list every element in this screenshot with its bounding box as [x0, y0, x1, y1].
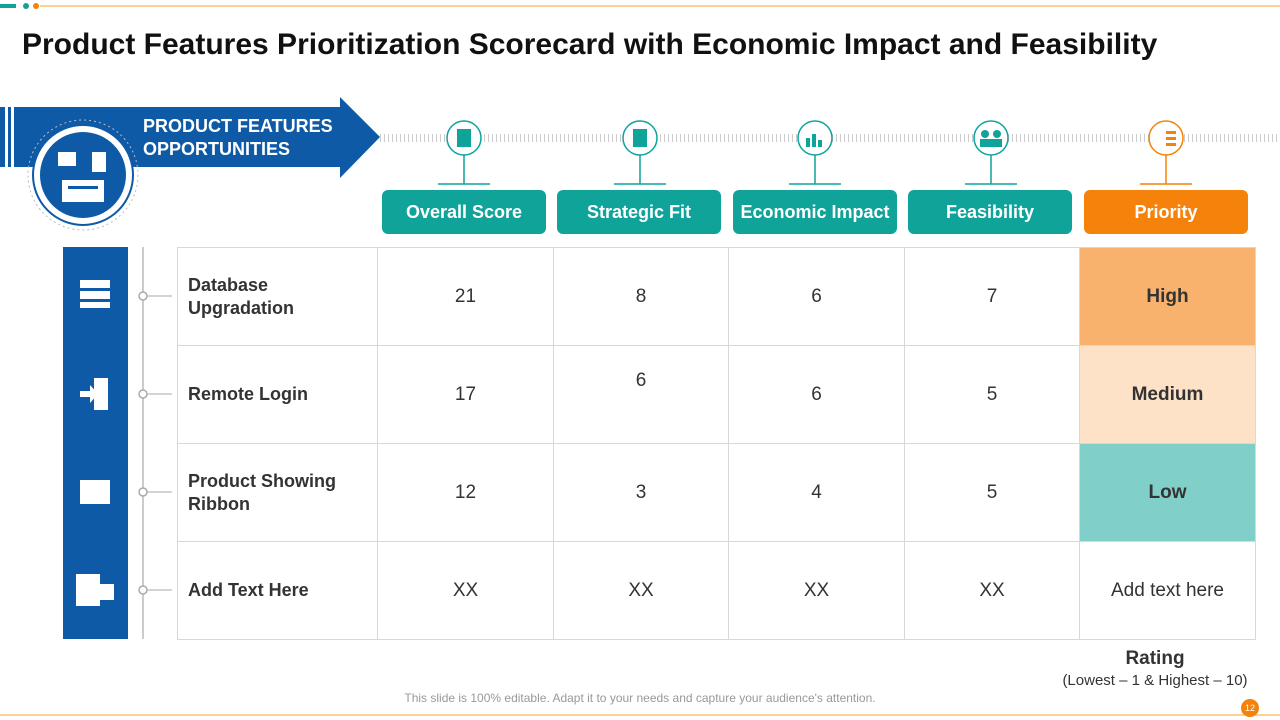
- cell-text: High: [1146, 285, 1189, 307]
- column-header: Economic Impact: [733, 190, 897, 234]
- cell-text: Database Upgradation: [188, 274, 294, 318]
- title: Product Features Prioritization Scorecar…: [22, 28, 1158, 61]
- row-label: Remote Login: [177, 345, 378, 444]
- table-cell: 7: [904, 247, 1080, 346]
- page-number: 12: [1241, 699, 1259, 717]
- cell-text: 17: [454, 383, 477, 405]
- cell-text: 5: [986, 481, 998, 503]
- cell-text: XX: [452, 579, 479, 601]
- cell-text: Add text here: [1110, 579, 1225, 601]
- column-header: Overall Score: [382, 190, 546, 234]
- table-cell: 17: [377, 345, 554, 444]
- rating-note: (Lowest – 1 & Highest – 10): [1062, 672, 1248, 689]
- table-cell: 6: [553, 345, 729, 444]
- table-cell: 3: [553, 443, 729, 542]
- cell-text: 6: [635, 370, 647, 391]
- cell-text: XX: [979, 579, 1005, 601]
- cell-text: Product Showing Ribbon: [188, 470, 336, 514]
- row-label: Product Showing Ribbon: [177, 443, 378, 542]
- table-cell: Low: [1079, 443, 1256, 542]
- table-cell: High: [1079, 247, 1256, 346]
- cell-text: 6: [811, 383, 822, 405]
- table-cell: 5: [904, 443, 1080, 542]
- cell-text: 4: [811, 481, 822, 503]
- table-cell: Medium: [1079, 345, 1256, 444]
- table-cell: 21: [377, 247, 554, 346]
- cell-text: Add Text Here: [188, 580, 309, 600]
- table-cell: 4: [728, 443, 905, 542]
- table-cell: XX: [377, 541, 554, 640]
- rating-title: Rating: [1125, 648, 1185, 669]
- footer-note: This slide is 100% editable. Adapt it to…: [404, 691, 876, 705]
- cell-text: 3: [635, 481, 647, 503]
- table-cell: 12: [377, 443, 554, 542]
- banner-label: PRODUCT FEATURES OPPORTUNITIES: [143, 116, 333, 159]
- table-cell: XX: [728, 541, 905, 640]
- table-cell: XX: [904, 541, 1080, 640]
- table-cell: Add text here: [1079, 541, 1256, 640]
- column-header: Feasibility: [908, 190, 1072, 234]
- cell-text: 6: [811, 285, 822, 307]
- table-cell: 8: [553, 247, 729, 346]
- cell-text: 12: [454, 481, 477, 503]
- cell-text: 8: [635, 285, 647, 307]
- cell-text: Medium: [1131, 383, 1204, 405]
- table-cell: 6: [728, 345, 905, 444]
- row-label: Database Upgradation: [177, 247, 378, 346]
- column-header: Strategic Fit: [557, 190, 721, 234]
- cell-text: XX: [628, 579, 654, 601]
- cell-text: Remote Login: [188, 384, 308, 404]
- column-header: Priority: [1084, 190, 1248, 234]
- cell-text: 7: [986, 285, 998, 307]
- table-cell: XX: [553, 541, 729, 640]
- cell-text: 21: [454, 285, 477, 307]
- cell-text: 5: [986, 383, 998, 405]
- cell-text: XX: [803, 579, 830, 601]
- table-cell: 5: [904, 345, 1080, 444]
- cell-text: Low: [1148, 481, 1187, 503]
- row-label: Add Text Here: [177, 541, 378, 640]
- table-cell: 6: [728, 247, 905, 346]
